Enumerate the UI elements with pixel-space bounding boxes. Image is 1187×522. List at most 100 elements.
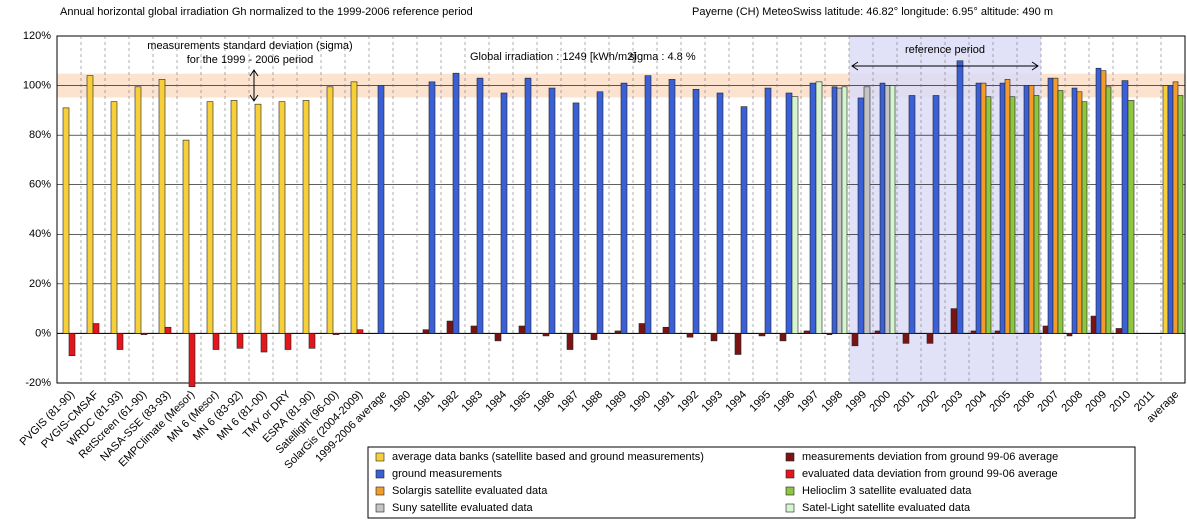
chart-title: Annual horizontal global irradiation Gh … — [60, 6, 473, 18]
bar — [188, 333, 196, 388]
bar — [994, 330, 1001, 334]
bar — [254, 103, 262, 334]
bar — [446, 320, 454, 334]
legend-swatch — [785, 452, 795, 462]
bar — [1081, 101, 1088, 334]
x-tick-label: 1985 — [507, 389, 533, 415]
bar — [1162, 85, 1169, 334]
chart-subtitle: Payerne (CH) MeteoSwiss latitude: 46.82°… — [692, 6, 1053, 18]
arrow-head — [249, 69, 259, 102]
x-tick-label: 2009 — [1083, 389, 1109, 415]
bar — [764, 87, 772, 334]
bar — [863, 86, 871, 334]
bar — [134, 86, 142, 334]
x-tick-label: 1984 — [483, 389, 509, 415]
bar — [1057, 90, 1064, 334]
bar — [1167, 85, 1174, 334]
y-tick-label: 20% — [29, 278, 51, 290]
bar — [874, 330, 881, 334]
bar — [1076, 91, 1083, 334]
y-tick-label: 120% — [23, 30, 51, 42]
bar — [692, 88, 700, 334]
bar — [926, 333, 934, 344]
legend-swatch — [375, 486, 385, 496]
y-tick-label: 0% — [35, 327, 51, 339]
bar — [791, 96, 799, 334]
legend-swatch — [785, 469, 795, 479]
x-tick-label: 1997 — [795, 389, 821, 415]
x-tick-label: 1989 — [603, 389, 629, 415]
x-tick-label: 2004 — [963, 389, 989, 415]
x-tick-label: 1993 — [699, 389, 725, 415]
bar — [734, 333, 742, 355]
reference-label: reference period — [905, 44, 985, 56]
legend-box — [367, 446, 1136, 519]
bar — [985, 96, 992, 334]
legend-label: Satel-Light satellite evaluated data — [802, 502, 971, 514]
bar — [644, 75, 652, 334]
legend-label: Solargis satellite evaluated data — [392, 485, 548, 497]
bar — [206, 101, 214, 334]
bar — [1028, 85, 1035, 334]
annotation: sigma : 4.8 % — [629, 51, 696, 63]
x-tick-label: 1988 — [579, 389, 605, 415]
bar — [68, 333, 76, 357]
bar — [614, 330, 622, 334]
bar — [140, 333, 148, 335]
legend-label: evaluated data deviation from ground 99-… — [802, 468, 1058, 480]
bar — [831, 86, 838, 334]
bar — [278, 101, 286, 334]
bar — [785, 92, 793, 334]
bar — [494, 333, 502, 342]
bar — [710, 333, 718, 342]
x-tick-label: 2010 — [1107, 389, 1133, 415]
bar — [524, 77, 532, 334]
x-tick-label: 2007 — [1035, 389, 1061, 415]
bar — [1115, 328, 1123, 334]
bar — [116, 333, 124, 350]
bar — [1127, 100, 1135, 334]
bar — [1023, 85, 1030, 334]
y-tick-label: 40% — [29, 228, 51, 240]
bar — [686, 333, 694, 338]
legend-label: Helioclim 3 satellite evaluated data — [802, 485, 972, 497]
x-tick-label: 1992 — [675, 389, 701, 415]
arrow-head — [851, 61, 1039, 71]
y-tick-label: -20% — [25, 377, 51, 389]
bar — [902, 333, 910, 344]
bar — [212, 333, 220, 350]
bar — [182, 139, 190, 334]
bar — [620, 82, 628, 334]
x-tick-label: 1990 — [627, 389, 653, 415]
bar — [377, 85, 385, 334]
bar — [590, 333, 598, 340]
x-tick-label: 2003 — [939, 389, 965, 415]
bar — [662, 326, 670, 334]
x-tick-label: 1996 — [771, 389, 797, 415]
bar — [779, 333, 787, 342]
bar — [1047, 77, 1054, 334]
x-tick-label: 1983 — [459, 389, 485, 415]
y-tick-label: 60% — [29, 179, 51, 191]
legend-label: ground measurements — [392, 468, 503, 480]
bar — [1177, 95, 1184, 334]
bar — [803, 330, 811, 334]
bar — [428, 81, 436, 334]
bar — [638, 323, 646, 334]
y-tick-label: 80% — [29, 129, 51, 141]
bar — [950, 308, 958, 334]
bar — [356, 329, 364, 334]
bar — [1052, 77, 1059, 334]
bar — [889, 85, 896, 334]
bar — [980, 82, 987, 334]
x-tick-label: 2008 — [1059, 389, 1085, 415]
legend-swatch — [785, 486, 795, 496]
x-tick-label: 1987 — [555, 389, 581, 415]
bar — [1009, 96, 1016, 334]
bar — [548, 87, 556, 334]
legend-swatch — [785, 503, 795, 513]
bar — [62, 107, 70, 334]
y-tick-label: 100% — [23, 79, 51, 91]
bar — [932, 95, 940, 334]
